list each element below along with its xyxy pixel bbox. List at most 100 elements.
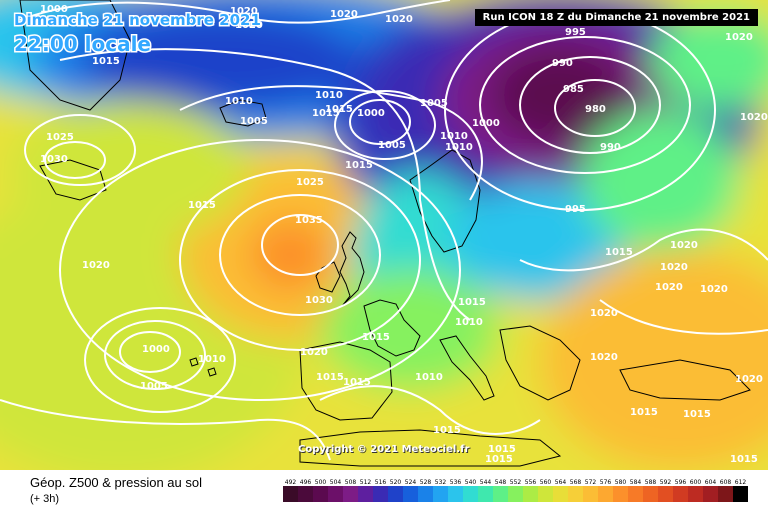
isobar-label: 995 [565,204,586,215]
isobar-label: 1030 [305,295,333,306]
isobar-label: 1010 [225,96,253,107]
isobar-label: 1020 [590,308,618,319]
isobar-label: 1010 [198,354,226,365]
legend-swatch [418,486,433,502]
isobar-label: 1015 [488,444,516,455]
isobar-label: 1020 [385,14,413,25]
geopotential-shading [0,0,768,470]
france-coast [363,299,421,357]
iceland-coast [219,99,267,127]
legend-swatch [403,486,418,502]
legend-swatch [358,486,373,502]
legend-swatch [733,486,748,502]
legend-value: 608 [720,479,732,486]
isobar-label: 1015 [325,104,353,115]
isobar-1005-north [334,90,436,160]
isobar-label: 1005 [378,140,406,151]
legend-value: 564 [555,479,567,486]
legend-value: 492 [285,479,297,486]
isobar-1025-west [24,114,136,186]
isobar-label: 1025 [46,132,74,143]
color-scale: 492 496 500 504 508 512 516 520 524 528 532 536 540 5… [283,479,748,502]
legend-value: 536 [450,479,462,486]
legend-footer: Géop. Z500 & pression au sol (+ 3h) 492 4… [0,470,768,512]
legend-swatch [523,486,538,502]
isobar-label: 1020 [300,347,328,358]
isobar-label: 1035 [295,215,323,226]
isobar-label: 1020 [82,260,110,271]
legend-swatch [703,486,718,502]
legend-swatch [448,486,463,502]
legend-value: 540 [465,479,477,486]
isobar-low-1010-sw [84,307,236,413]
legend-swatch [718,486,733,502]
legend-value: 596 [675,479,687,486]
isobar-label: 1010 [415,372,443,383]
legend-swatch [583,486,598,502]
time-title: 22:00 locale [14,32,151,56]
legend-value: 524 [405,479,417,486]
legend-value: 532 [435,479,447,486]
legend-swatch [433,486,448,502]
isobar-1035 [261,214,339,276]
date-title: Dimanche 21 novembre 2021 [14,11,261,29]
isobar-label: 1015 [605,247,633,258]
isobar-1015-north [59,48,471,321]
legend-value: 544 [480,479,492,486]
legend-value: 584 [630,479,642,486]
north-africa-coast [299,429,562,467]
isobar-label: 1020 [700,284,728,295]
isobar-label: 995 [565,27,586,38]
newfoundland-coast [39,159,107,201]
isobar-1000-north [349,99,411,145]
isobar-label: 1000 [357,108,385,119]
legend-swatch [658,486,673,502]
isobar-label: 1015 [92,56,120,67]
turkey-coast [619,359,751,401]
legend-swatch [688,486,703,502]
legend-swatch [313,486,328,502]
isobar-1020-east [599,299,768,335]
legend-swatch [673,486,688,502]
isobar-980 [554,79,636,137]
isobar-label: 1030 [40,154,68,165]
isobar-label: 1020 [725,32,753,43]
isobar-label: 1000 [142,344,170,355]
legend-value: 572 [585,479,597,486]
isobar-label: 1015 [433,425,461,436]
legend-value: 508 [345,479,357,486]
legend-value: 576 [600,479,612,486]
isobar-label: 1015 [683,409,711,420]
legend-swatch [283,486,298,502]
isobar-990 [479,36,691,174]
legend-value: 604 [705,479,717,486]
isobar-label: 1005 [140,381,168,392]
coastlines [19,0,751,467]
isobar-label: 1020 [230,6,258,17]
legend-value: 600 [690,479,702,486]
isobar-label: 1010 [445,142,473,153]
isobar-label: 1010 [315,90,343,101]
legend-swatch [613,486,628,502]
legend-swatch [328,486,343,502]
legend-value: 512 [360,479,372,486]
legend-value: 496 [300,479,312,486]
isobar-label: 1020 [590,352,618,363]
isobar-label: 1015 [362,332,390,343]
isobar-1020-north [19,0,451,24]
legend-value: 516 [375,479,387,486]
isobar-label: 1020 [735,374,763,385]
ireland-coast [315,261,341,293]
isobar-1010-north [179,85,483,201]
isobar-label: 1020 [655,282,683,293]
isobar-label: 1015 [730,454,758,465]
legend-swatch [493,486,508,502]
isobar-label: 980 [585,104,606,115]
legend-value: 588 [645,479,657,486]
isobar-label: 1015 [485,454,513,465]
legend-value: 528 [420,479,432,486]
isobar-985 [519,56,661,154]
